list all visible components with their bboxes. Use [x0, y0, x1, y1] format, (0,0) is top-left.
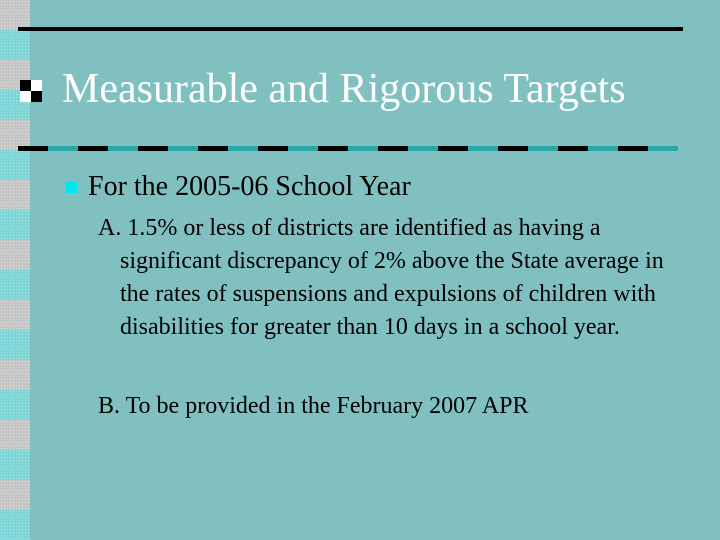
- dashed-rule: [18, 146, 678, 151]
- title-bullet-icon: [20, 80, 42, 102]
- sub-item-a: A. 1.5% or less of districts are identif…: [98, 212, 698, 344]
- slide-title: Measurable and Rigorous Targets: [62, 66, 626, 112]
- square-bullet-icon: [66, 182, 77, 193]
- sub-item-b-text: B. To be provided in the February 2007 A…: [98, 393, 529, 419]
- sub-item-b: B. To be provided in the February 2007 A…: [98, 390, 529, 423]
- top-rule: [18, 27, 683, 31]
- sub-item-a-text: A. 1.5% or less of districts are identif…: [98, 215, 664, 340]
- bullet-text: For the 2005-06 School Year: [88, 171, 411, 202]
